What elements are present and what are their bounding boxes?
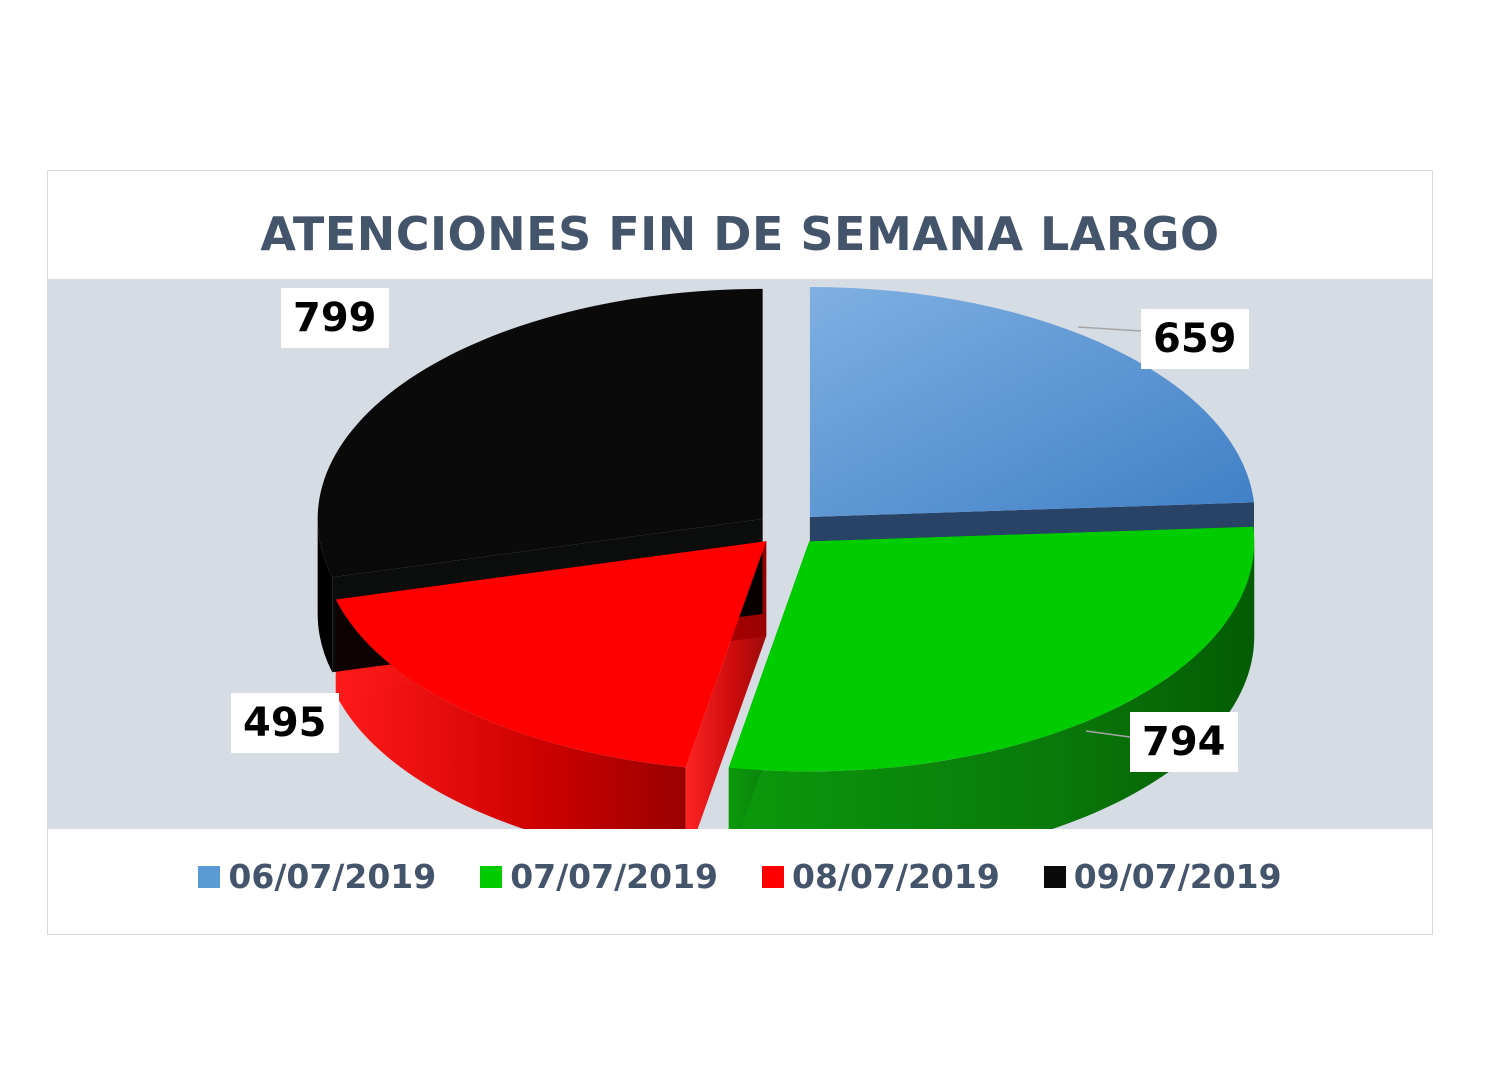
legend-item-06-07-2019: 06/07/2019 bbox=[198, 857, 436, 896]
plot-area: 659 794 495 799 bbox=[48, 279, 1432, 829]
legend-label-06-07-2019: 06/07/2019 bbox=[228, 857, 437, 896]
data-label-09-07-2019: 799 bbox=[281, 288, 389, 348]
legend-label-08-07-2019: 08/07/2019 bbox=[792, 857, 1000, 896]
data-label-06-07-2019: 659 bbox=[1141, 309, 1249, 369]
pie-side-08-07-2019 bbox=[335, 599, 686, 829]
pie-chart bbox=[317, 286, 1255, 829]
leader-line-0 bbox=[1077, 326, 1142, 332]
pie-side-07-07-2019 bbox=[728, 541, 1255, 829]
legend-item-09-07-2019: 09/07/2019 bbox=[1043, 857, 1282, 896]
pie-slice-07-07-2019 bbox=[728, 526, 1255, 772]
pie-side-09-07-2019 bbox=[317, 518, 333, 673]
pie-slice-06-07-2019 bbox=[809, 286, 1255, 517]
pie-slice-08-07-2019 bbox=[335, 541, 767, 768]
legend-swatch-06-07-2019 bbox=[198, 865, 221, 888]
data-label-08-07-2019: 495 bbox=[231, 693, 339, 753]
legend-swatch-09-07-2019 bbox=[1043, 865, 1066, 888]
chart-title: ATENCIONES FIN DE SEMANA LARGO bbox=[260, 207, 1220, 261]
pie-slice-09-07-2019 bbox=[317, 288, 763, 578]
legend-label-07-07-2019: 07/07/2019 bbox=[510, 857, 718, 896]
legend: 06/07/2019 07/07/2019 08/07/2019 09/07/2… bbox=[48, 857, 1432, 896]
legend-item-07-07-2019: 07/07/2019 bbox=[480, 857, 718, 896]
legend-swatch-07-07-2019 bbox=[480, 865, 503, 888]
chart-frame: ATENCIONES FIN DE SEMANA LARGO bbox=[47, 170, 1433, 935]
leader-line-1 bbox=[1085, 730, 1131, 738]
legend-item-08-07-2019: 08/07/2019 bbox=[762, 857, 1000, 896]
legend-label-09-07-2019: 09/07/2019 bbox=[1073, 857, 1282, 896]
legend-swatch-08-07-2019 bbox=[762, 865, 784, 888]
data-label-07-07-2019: 794 bbox=[1130, 712, 1238, 772]
